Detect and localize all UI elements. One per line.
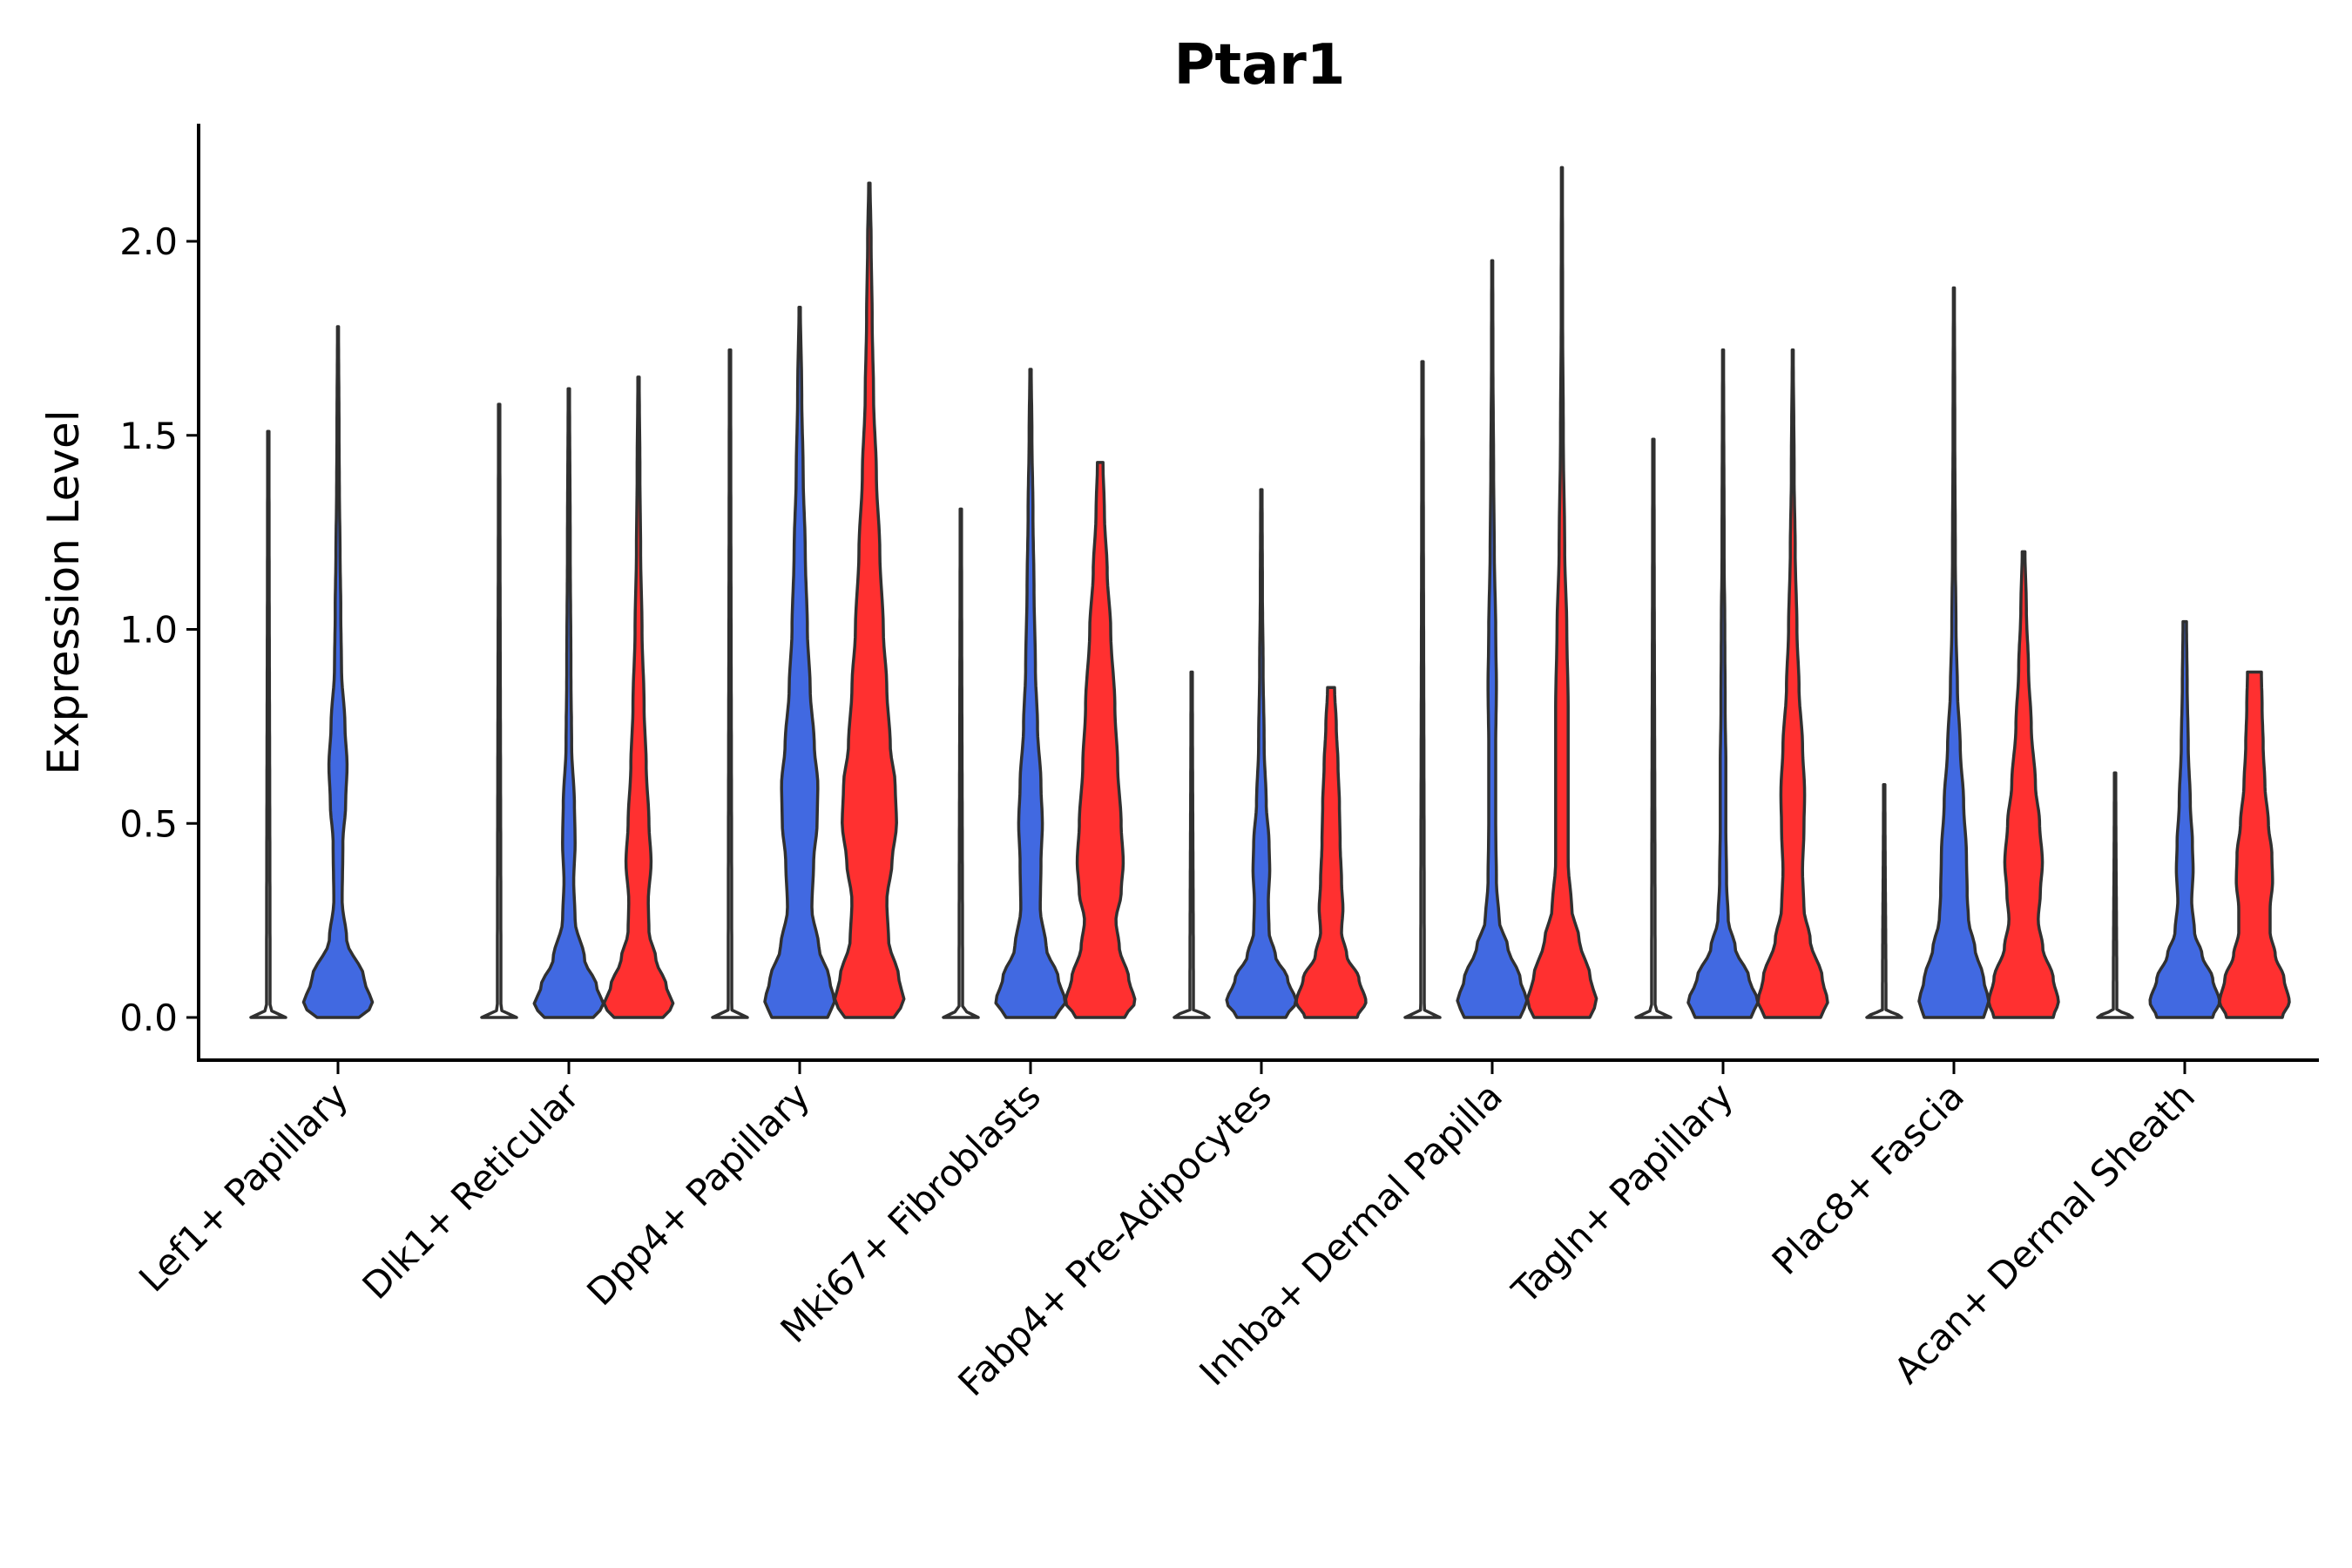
x-tick-label: Plac8+ Fascia <box>1764 1074 1972 1282</box>
violin-blue <box>1456 259 1529 1019</box>
y-tick-label: 0.5 <box>119 802 178 845</box>
violin-baseline <box>1173 670 1211 1019</box>
x-tick-label: Dpp4+ Papillary <box>578 1074 818 1314</box>
violin-red <box>1987 550 2060 1019</box>
violin-blue <box>301 325 375 1019</box>
violin-baseline <box>942 507 980 1019</box>
violin-blue <box>1917 286 1990 1019</box>
violin-red <box>1294 686 1368 1019</box>
violin-red <box>1756 348 1829 1019</box>
x-tick-label: Lef1+ Papillary <box>131 1074 356 1300</box>
violin-baseline <box>480 402 518 1019</box>
y-tick-label: 1.0 <box>119 609 178 652</box>
x-tick-label: Tagln+ Papillary <box>1504 1074 1741 1312</box>
violin-layer <box>249 166 2291 1019</box>
violin-red <box>1064 461 1137 1019</box>
violin-red <box>602 375 675 1019</box>
violin-baseline <box>1634 437 1673 1019</box>
y-axis-ticks: 0.0 0.5 1.0 1.5 2.0 <box>119 220 199 1039</box>
x-tick-label: Mki67+ Fibroblasts <box>773 1074 1049 1350</box>
violin-red <box>1525 166 1598 1019</box>
violin-blue <box>1686 348 1760 1019</box>
violin-baseline <box>1403 360 1442 1019</box>
violin-red <box>2218 670 2291 1019</box>
violin-blue <box>2148 619 2221 1019</box>
y-tick-label: 0.0 <box>119 997 178 1039</box>
chart-title: Ptar1 <box>1174 33 1346 98</box>
y-tick-label: 2.0 <box>119 220 178 263</box>
violin-baseline <box>249 429 287 1019</box>
x-tick-label: Dlk1+ Reticular <box>355 1074 588 1308</box>
violin-baseline <box>711 348 749 1019</box>
violin-blue <box>1225 488 1298 1019</box>
violin-blue <box>532 387 605 1019</box>
violin-baseline <box>1865 782 1903 1019</box>
violin-red <box>833 181 906 1019</box>
violin-baseline <box>2096 771 2134 1019</box>
y-tick-label: 1.5 <box>119 415 178 457</box>
y-axis-label: Expression Level <box>38 409 89 774</box>
violin-blue <box>763 305 836 1019</box>
violin-blue <box>994 368 1067 1019</box>
